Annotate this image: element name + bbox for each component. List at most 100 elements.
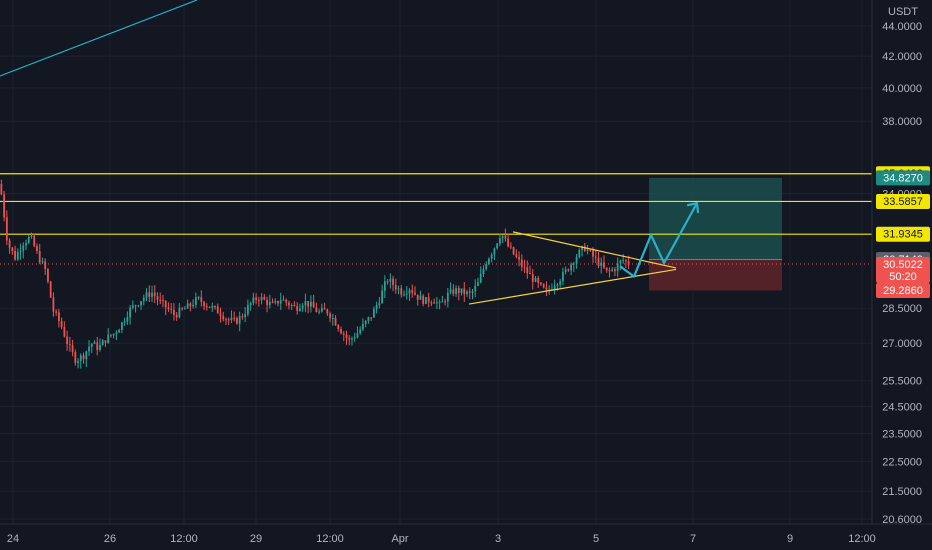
candle-body (474, 285, 477, 292)
candle-body (123, 321, 126, 323)
horizontal-levels[interactable] (0, 173, 872, 265)
candle-body (222, 315, 225, 320)
time-axis[interactable]: 24 26 12:00 29 12:00 Apr 3 5 7 9 12:00 (7, 533, 876, 545)
candle-body (427, 297, 430, 303)
candle-body (186, 303, 189, 309)
candle-body (564, 269, 567, 273)
candle-body (485, 263, 488, 269)
triangle-pattern[interactable] (468, 231, 677, 305)
candle-body (592, 250, 594, 257)
candle-body (74, 351, 77, 363)
projection-path[interactable] (619, 201, 700, 278)
candle-body (260, 297, 263, 301)
candle-body (181, 308, 184, 310)
candle-body (608, 270, 611, 272)
grid-lines (0, 0, 872, 524)
candle-body (244, 314, 247, 318)
candle-body (359, 329, 362, 334)
candle-body (515, 254, 518, 257)
candle-body (57, 312, 60, 321)
candle-body (534, 278, 537, 282)
candle-body (47, 268, 49, 282)
candle-body (16, 252, 19, 260)
price-tag-stop (876, 282, 930, 298)
candle-body (433, 302, 436, 304)
price-tick-label: 40.0000 (882, 83, 922, 95)
candle-body (394, 284, 397, 290)
candle-body (197, 297, 200, 299)
time-tick-label: 12:00 (170, 533, 198, 545)
candle-body (3, 194, 6, 218)
price-tag-label: 30.5022 (883, 259, 923, 271)
candle-body (320, 308, 323, 312)
candle-body (142, 297, 145, 302)
price-tag-last (876, 257, 930, 284)
candle-body (603, 262, 605, 268)
price-tag-level (876, 226, 930, 242)
candle-body (518, 256, 520, 260)
candle-body (96, 342, 99, 350)
triangle-lower-line[interactable] (468, 268, 677, 305)
candle-body (145, 292, 148, 298)
long-stop-zone[interactable] (649, 259, 782, 291)
candle-body (329, 313, 331, 319)
candle-body (507, 238, 510, 247)
candle-body (85, 351, 88, 360)
candle-body (586, 250, 589, 252)
trend-lines[interactable] (0, 0, 198, 77)
price-tick-label: 28.5000 (882, 303, 922, 315)
candle-body (99, 345, 101, 350)
candle-body (293, 305, 296, 307)
candle-body (331, 317, 334, 319)
candle-body (622, 260, 625, 262)
candle-body (110, 334, 112, 336)
candle-body (318, 311, 321, 313)
candle-body (364, 320, 367, 324)
candle-body (414, 292, 416, 295)
candle-body (477, 282, 479, 286)
time-tick-label: 9 (787, 533, 793, 545)
candle-body (27, 236, 30, 243)
candle-body (194, 297, 197, 305)
candle-body (304, 301, 307, 306)
time-tick-label: 3 (495, 533, 501, 545)
candle-body (501, 235, 504, 239)
candle-body (386, 281, 389, 283)
candle-body (326, 309, 329, 314)
candle-body (225, 319, 227, 321)
candle-body (90, 343, 93, 347)
trend-line[interactable] (0, 0, 198, 77)
candle-body (624, 260, 627, 262)
candle-body (438, 301, 441, 303)
candle-body (156, 296, 159, 300)
candle-body (362, 323, 364, 330)
candle-body (600, 262, 603, 266)
candle-body (315, 307, 318, 312)
price-tick-label: 21.5000 (882, 486, 922, 498)
candle-body (107, 334, 110, 343)
candle-body (430, 302, 433, 304)
long-position-zones[interactable] (649, 177, 782, 291)
candle-body (60, 320, 63, 328)
candle-body (482, 268, 485, 275)
candle-body (189, 303, 192, 307)
price-tag-target (876, 170, 930, 186)
projection-zigzag[interactable] (619, 202, 698, 278)
candle-body (342, 333, 345, 335)
candle-body (30, 235, 33, 237)
price-tags: 35.049334.827033.585731.934530.714030.50… (876, 166, 930, 298)
candle-body (611, 269, 614, 271)
triangle-upper-line[interactable] (512, 231, 677, 269)
candle-body (153, 292, 156, 297)
currency-label: USDT (888, 6, 918, 18)
candle-body (19, 250, 22, 253)
candle-body (249, 302, 252, 306)
candle-body (257, 299, 260, 301)
candle-body (351, 338, 353, 340)
candle-body (411, 290, 414, 293)
long-target-zone[interactable] (649, 177, 782, 260)
candle-body (88, 346, 90, 352)
candle-body (137, 305, 140, 307)
